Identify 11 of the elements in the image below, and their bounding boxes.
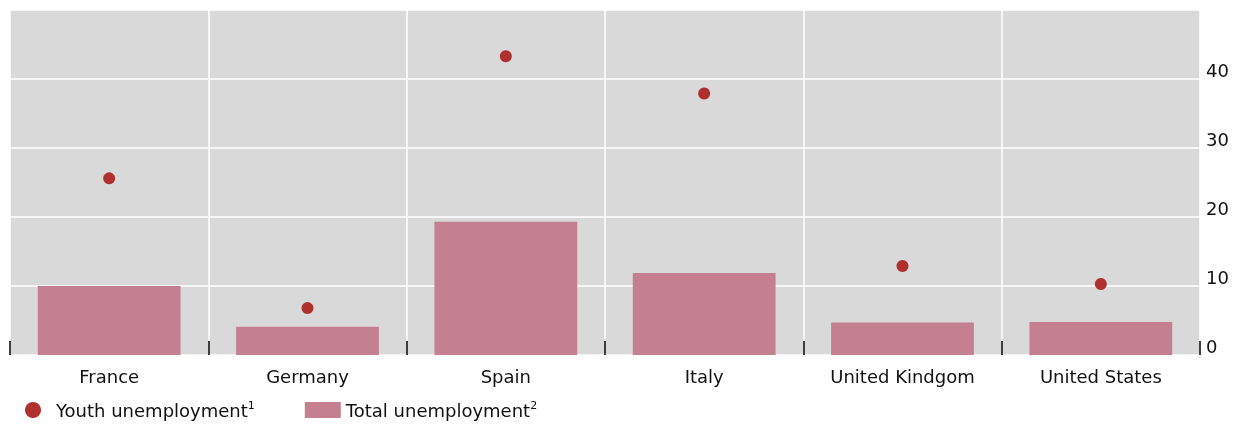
- y-tick-label: 30: [1206, 128, 1229, 150]
- y-tick-label: 20: [1206, 197, 1229, 219]
- x-tick-label: United Kindgom: [830, 365, 975, 387]
- y-tick-label: 40: [1206, 59, 1229, 81]
- x-tick-label: United States: [1039, 365, 1162, 387]
- x-tick-label: Germany: [266, 365, 350, 387]
- x-tick-label: Spain: [480, 365, 531, 387]
- y-tick-label: 10: [1206, 266, 1229, 288]
- y-tick-label: 0: [1206, 335, 1218, 357]
- x-tick-label: Italy: [684, 365, 725, 387]
- x-tick-label: France: [79, 365, 140, 387]
